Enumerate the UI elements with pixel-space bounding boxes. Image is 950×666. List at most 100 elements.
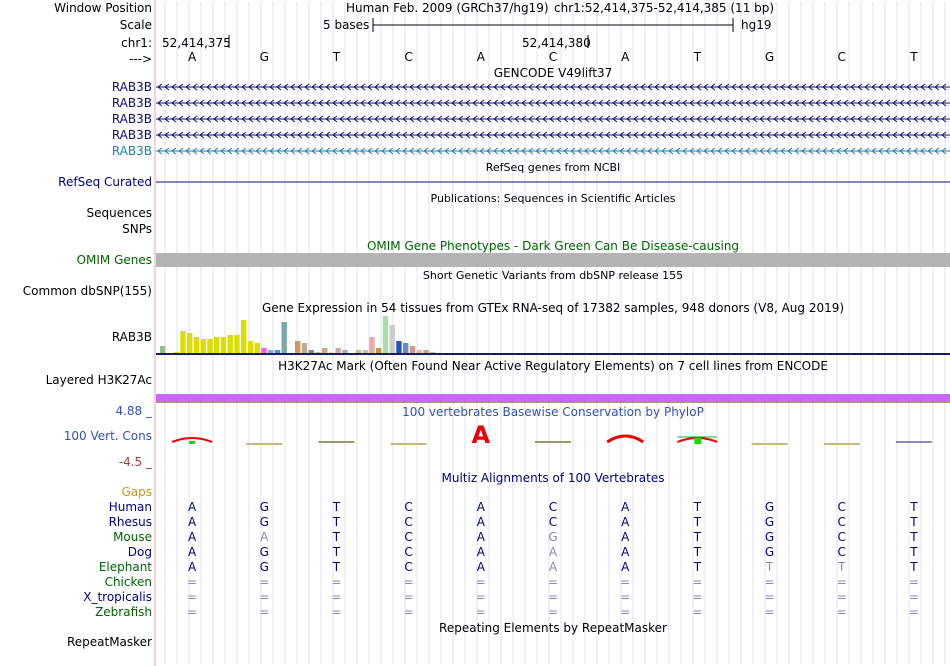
strand-arrow: [234, 131, 240, 139]
strand-arrow: [794, 83, 800, 91]
gtex-title[interactable]: Gene Expression in 54 tissues from GTEx …: [261, 301, 845, 315]
strand-arrow: [416, 131, 422, 139]
strand-arrow: [465, 99, 471, 107]
species-label-mouse[interactable]: Mouse: [113, 530, 152, 544]
strand-arrow: [920, 83, 926, 91]
alignment-base: C: [548, 500, 558, 514]
refseq-title[interactable]: RefSeq genes from NCBI: [485, 161, 621, 174]
repeatmasker-title[interactable]: Repeating Elements by RepeatMasker: [439, 621, 667, 635]
strand-arrow: [430, 99, 436, 107]
strand-arrow: [241, 99, 247, 107]
gencode-title[interactable]: GENCODE V49lift37: [493, 66, 613, 80]
omim-title[interactable]: OMIM Gene Phenotypes - Dark Green Can Be…: [366, 239, 740, 253]
strand-arrow: [521, 115, 527, 123]
alignment-base: T: [910, 500, 918, 514]
strand-arrow: [605, 131, 611, 139]
gencode-gene-label[interactable]: RAB3B: [111, 128, 152, 142]
refseq-label[interactable]: RefSeq Curated: [58, 175, 152, 189]
strand-arrow: [773, 115, 779, 123]
strand-arrow: [549, 147, 555, 155]
species-label-human[interactable]: Human: [108, 500, 152, 514]
strand-arrow: [682, 83, 688, 91]
strand-arrow: [542, 83, 548, 91]
strand-arrow: [647, 147, 653, 155]
h3k27ac-title[interactable]: H3K27Ac Mark (Often Found Near Active Re…: [278, 359, 828, 373]
gtex-tissue-bar: [241, 320, 247, 354]
strand-arrow: [780, 131, 786, 139]
alignment-base: =: [547, 605, 559, 619]
repeatmasker-label[interactable]: RepeatMasker: [66, 635, 152, 649]
strand-arrow: [262, 131, 268, 139]
gaps-label[interactable]: Gaps: [121, 485, 152, 499]
strand-arrow: [269, 115, 275, 123]
strand-arrow: [703, 83, 709, 91]
strand-arrow: [829, 99, 835, 107]
strand-arrow: [241, 131, 247, 139]
strand-arrow: [353, 99, 359, 107]
omim-label[interactable]: OMIM Genes: [76, 253, 152, 267]
gencode-gene-label[interactable]: RAB3B: [111, 96, 152, 110]
dbsnp-title[interactable]: Short Genetic Variants from dbSNP releas…: [422, 269, 684, 282]
strand-arrow: [395, 115, 401, 123]
strand-arrow: [514, 147, 520, 155]
species-label-chicken[interactable]: Chicken: [104, 575, 152, 589]
strand-arrow: [339, 131, 345, 139]
strand-arrow: [444, 83, 450, 91]
alignment-base: A: [476, 530, 485, 544]
strand-arrow: [283, 83, 289, 91]
strand-arrow: [465, 147, 471, 155]
strand-arrow: [584, 147, 590, 155]
multiz-title[interactable]: Multiz Alignments of 100 Vertebrates: [441, 471, 665, 485]
phylop-title[interactable]: 100 vertebrates Basewise Conservation by…: [402, 405, 704, 419]
species-label-rhesus[interactable]: Rhesus: [108, 515, 152, 529]
sequences-label[interactable]: Sequences: [86, 206, 152, 220]
strand-arrow: [675, 131, 681, 139]
gencode-gene-label[interactable]: RAB3B: [111, 80, 152, 94]
strand-arrow: [157, 147, 163, 155]
species-label-x-tropicalis[interactable]: X_tropicalis: [83, 590, 152, 604]
gtex-label[interactable]: RAB3B: [111, 330, 152, 344]
alignment-base: =: [187, 575, 198, 589]
alignment-base: =: [259, 590, 270, 604]
gencode-gene-label[interactable]: RAB3B: [111, 112, 152, 126]
gencode-gene-label[interactable]: RAB3B: [111, 144, 152, 158]
strand-arrow: [192, 99, 198, 107]
strand-arrow: [885, 147, 891, 155]
strand-arrow: [857, 147, 863, 155]
base-letter: G: [764, 50, 775, 64]
dbsnp-label[interactable]: Common dbSNP(155): [22, 284, 152, 298]
strand-arrow: [703, 147, 709, 155]
strand-arrow: [647, 99, 653, 107]
alignment-base: C: [837, 530, 846, 544]
strand-arrow: [801, 99, 807, 107]
strand-arrow: [486, 99, 492, 107]
strand-arrow: [689, 131, 695, 139]
strand-arrow: [934, 147, 940, 155]
species-label-dog[interactable]: Dog: [127, 545, 152, 559]
strand-arrow: [612, 99, 618, 107]
gtex-tissue-bar: [335, 348, 341, 354]
publications-title[interactable]: Publications: Sequences in Scientific Ar…: [430, 192, 676, 205]
phylop-label[interactable]: 100 Vert. Cons: [63, 429, 152, 443]
species-label-elephant[interactable]: Elephant: [98, 560, 152, 574]
alignment-base: =: [620, 590, 631, 604]
alignment-base: =: [259, 605, 270, 619]
strand-arrow: [500, 99, 506, 107]
strand-arrow: [570, 115, 576, 123]
strand-arrow: [206, 147, 212, 155]
strand-arrow: [374, 131, 380, 139]
h3k27ac-label[interactable]: Layered H3K27Ac: [45, 373, 152, 387]
strand-arrow: [885, 99, 891, 107]
snps-label[interactable]: SNPs: [122, 222, 152, 236]
species-label-zebrafish[interactable]: Zebrafish: [95, 605, 152, 619]
strand-arrow: [164, 131, 170, 139]
strand-arrow: [563, 147, 569, 155]
strand-arrow: [654, 147, 660, 155]
strand-arrow: [171, 99, 177, 107]
strand-arrow: [332, 83, 338, 91]
alignment-base: T: [838, 560, 846, 574]
strand-arrow: [472, 131, 478, 139]
strand-arrow: [311, 99, 317, 107]
strand-arrow: [542, 99, 548, 107]
